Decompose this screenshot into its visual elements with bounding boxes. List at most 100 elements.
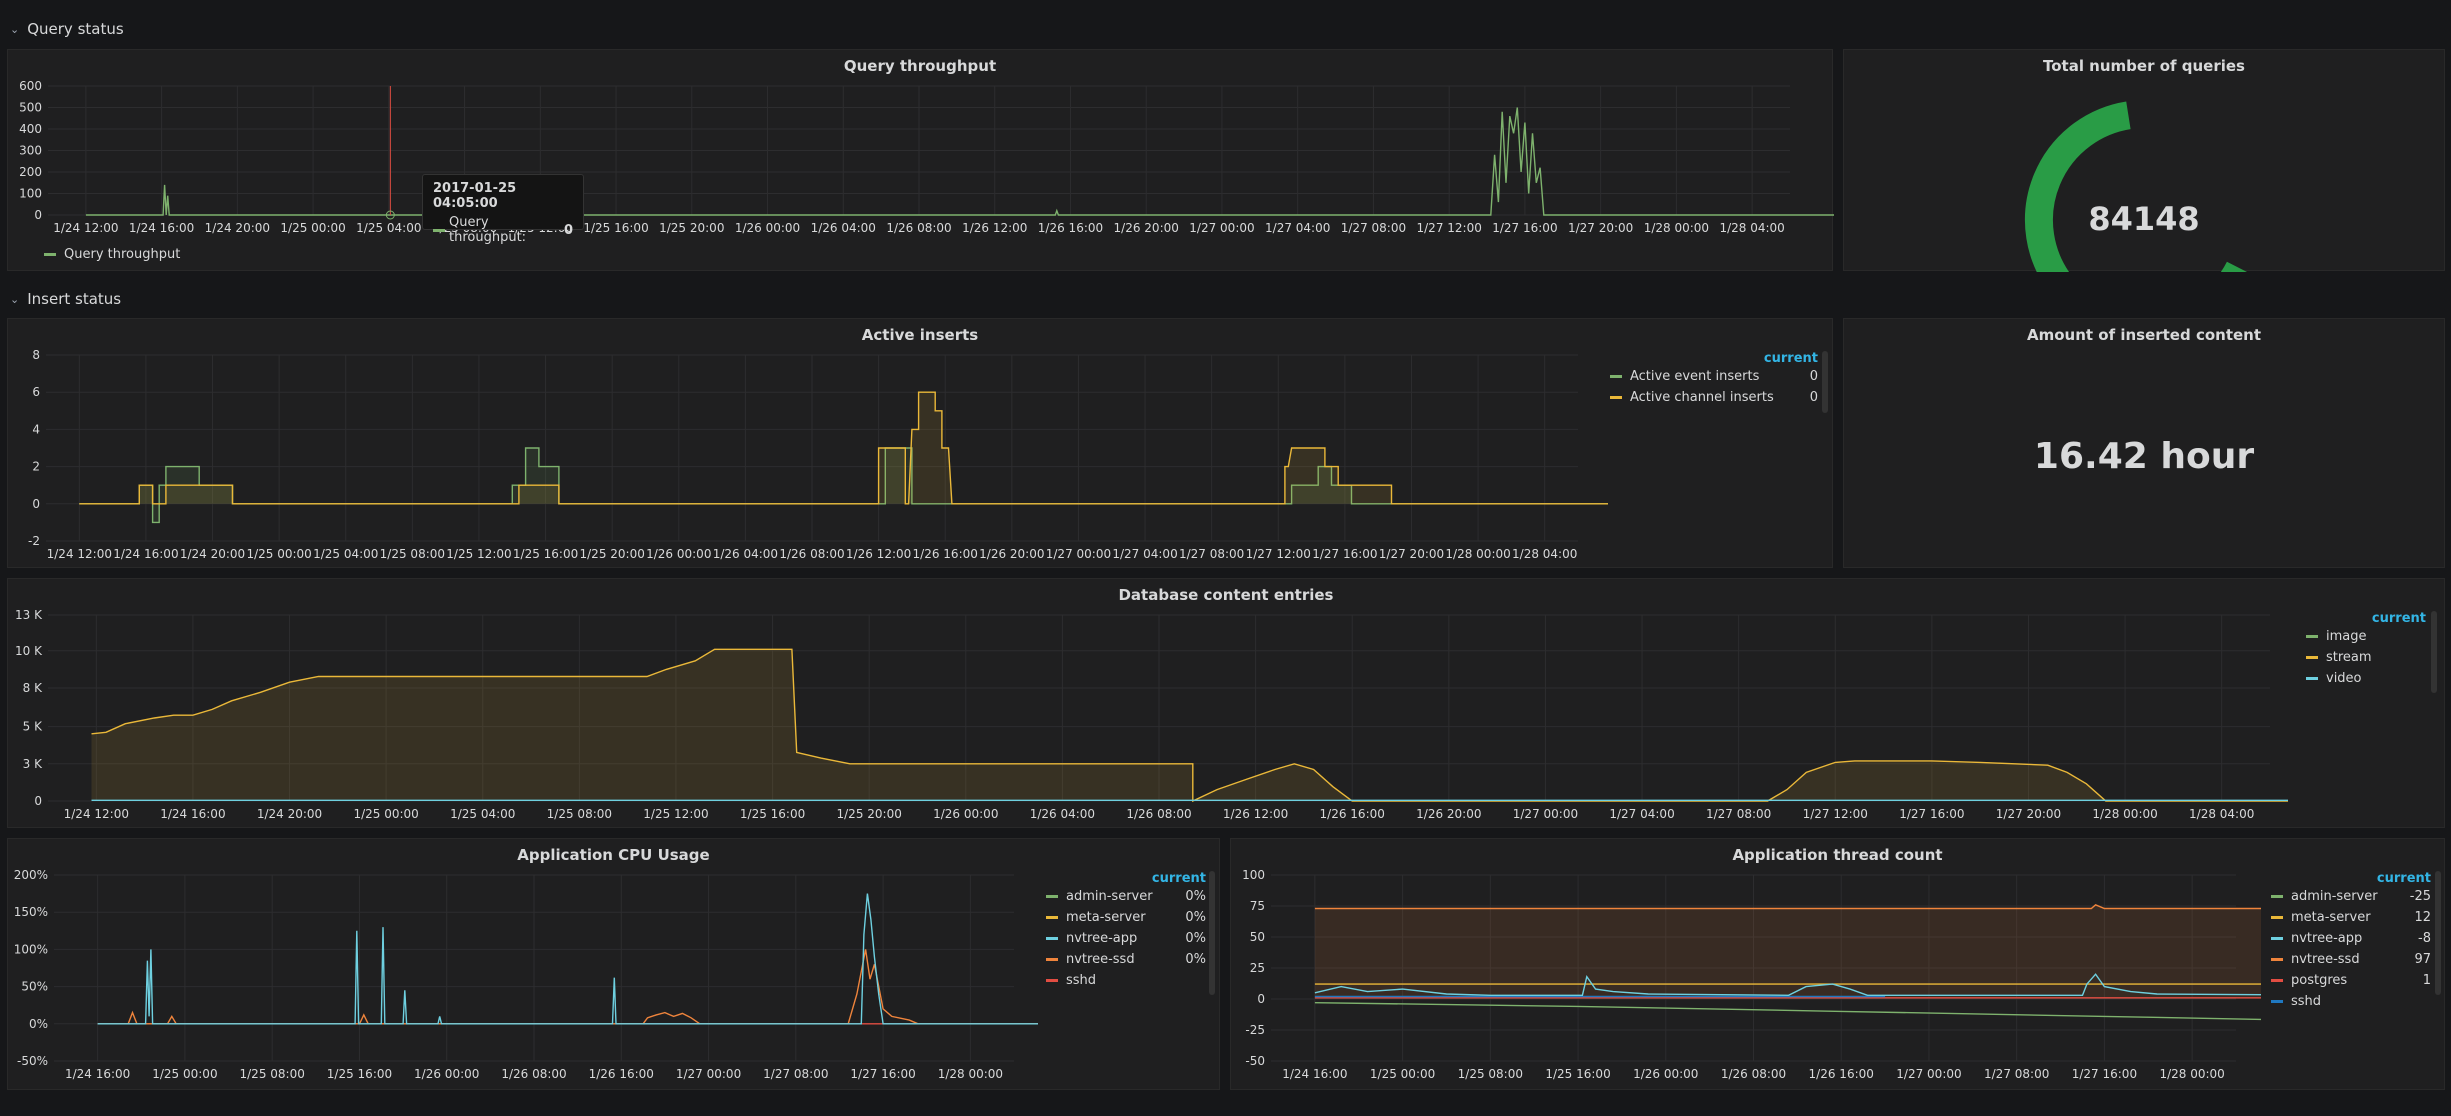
legend-label: stream <box>2326 650 2372 665</box>
panel-database-entries[interactable]: Database content entries 13 K 10 K 8 K 5 K 3… <box>7 578 2445 828</box>
x-tick-label: 1/24 20:00 <box>257 807 322 821</box>
y-tick-label: 75 <box>1250 899 1265 913</box>
legend-label: nvtree-ssd <box>2291 952 2360 967</box>
legend-item-nvtree-ssd[interactable]: nvtree-ssd 0% <box>1046 949 1206 970</box>
legend: current admin-server -25 meta-server 12 nvtr… <box>2271 871 2431 1012</box>
x-tick-label: 1/26 16:00 <box>1320 807 1385 821</box>
legend-header-current[interactable]: current <box>1763 351 1818 366</box>
x-tick-label: 1/27 08:00 <box>1179 547 1244 561</box>
series-line-query-throughput <box>85 107 1834 216</box>
x-tick-label: 1/26 20:00 <box>1416 807 1481 821</box>
x-tick-label: 1/25 00:00 <box>1370 1067 1435 1081</box>
legend-swatch <box>1046 916 1058 919</box>
thread-count-chart[interactable]: 100 75 50 25 0 -25 -50 1/24 16:00 1/25 00:00 1/25… <box>1231 839 2261 1091</box>
legend-label: admin-server <box>1066 889 1153 904</box>
x-tick-label: 1/25 00:00 <box>246 547 311 561</box>
y-tick-label: 0 <box>32 497 40 511</box>
panel-title: Application thread count <box>1732 846 1943 864</box>
x-tick-label: 1/26 08:00 <box>779 547 844 561</box>
legend-scrollbar[interactable] <box>2431 611 2437 693</box>
legend-swatch <box>2271 1000 2283 1003</box>
row-insert-status[interactable]: ⌄ Insert status <box>10 290 121 308</box>
legend-item-admin-server[interactable]: admin-server 0% <box>1046 886 1206 907</box>
y-tick-label: 50% <box>21 980 48 994</box>
chevron-down-icon: ⌄ <box>10 292 20 306</box>
legend-value: 12 <box>2414 910 2431 925</box>
legend-item-meta-server[interactable]: meta-server 12 <box>2271 907 2431 928</box>
legend-item-active-event-inserts[interactable]: Active event inserts 0 <box>1610 366 1818 387</box>
legend-value: 97 <box>2414 952 2431 967</box>
legend-item-sshd[interactable]: sshd <box>1046 970 1206 991</box>
legend-item-nvtree-app[interactable]: nvtree-app -8 <box>2271 928 2431 949</box>
panel-total-queries[interactable]: Total number of queries 84148 <box>1843 49 2445 272</box>
x-tick-label: 1/24 16:00 <box>129 221 194 235</box>
x-tick-label: 1/25 20:00 <box>580 547 645 561</box>
legend-swatch <box>1610 375 1622 378</box>
legend-scrollbar[interactable] <box>2435 871 2441 995</box>
row-query-status[interactable]: ⌄ Query status <box>10 20 124 38</box>
legend-scrollbar[interactable] <box>1822 351 1828 413</box>
x-tick-label: 1/28 00:00 <box>2159 1067 2224 1081</box>
panel-inserted-content[interactable]: Amount of inserted content 16.42 hour <box>1843 318 2445 568</box>
legend-item-query-throughput[interactable]: Query throughput <box>44 244 180 265</box>
legend-item-video[interactable]: video <box>2306 668 2426 689</box>
x-tick-label: 1/25 00:00 <box>280 221 345 235</box>
legend-swatch <box>2306 635 2318 638</box>
x-tick-label: 1/26 00:00 <box>646 547 711 561</box>
x-tick-label: 1/27 00:00 <box>1189 221 1254 235</box>
x-tick-label: 1/26 08:00 <box>1721 1067 1786 1081</box>
y-tick-label: 10 K <box>15 644 43 658</box>
legend-item-sshd[interactable]: sshd <box>2271 991 2431 1012</box>
series-fill-active-channel-inserts <box>79 392 1608 504</box>
legend-item-nvtree-ssd[interactable]: nvtree-ssd 97 <box>2271 949 2431 970</box>
x-tick-label: 1/26 12:00 <box>846 547 911 561</box>
gauge <box>2024 101 2248 272</box>
database-entries-chart[interactable]: 13 K 10 K 8 K 5 K 3 K 0 1/24 12:00 1/24 16:00 1/… <box>8 579 2288 829</box>
legend-label: meta-server <box>1066 910 1146 925</box>
x-tick-label: 1/25 20:00 <box>659 221 724 235</box>
chevron-down-icon: ⌄ <box>10 22 20 36</box>
y-tick-label: 13 K <box>15 608 43 622</box>
x-tick-label: 1/25 16:00 <box>583 221 648 235</box>
tooltip-label: Query throughput: <box>449 215 527 245</box>
legend-header-current[interactable]: current <box>2371 611 2426 626</box>
legend-header-current[interactable]: current <box>1151 871 1206 886</box>
y-tick-label: 600 <box>19 79 42 93</box>
tooltip-time: 2017-01-25 04:05:00 <box>433 181 517 211</box>
legend: Query throughput <box>44 244 180 265</box>
legend-item-active-channel-inserts[interactable]: Active channel inserts 0 <box>1610 387 1818 408</box>
x-tick-label: 1/28 00:00 <box>938 1067 1003 1081</box>
x-tick-label: 1/25 08:00 <box>547 807 612 821</box>
legend: current admin-server 0% meta-server 0% nvtre… <box>1046 871 1206 991</box>
legend-item-meta-server[interactable]: meta-server 0% <box>1046 907 1206 928</box>
series-line-nvtree-ssd <box>97 949 1038 1025</box>
x-tick-label: 1/27 08:00 <box>763 1067 828 1081</box>
x-tick-label: 1/26 12:00 <box>1223 807 1288 821</box>
legend-label: image <box>2326 629 2367 644</box>
legend-scrollbar[interactable] <box>1209 871 1215 995</box>
legend-item-stream[interactable]: stream <box>2306 647 2426 668</box>
query-throughput-chart[interactable]: 600 500 400 300 200 100 0 1/24 12:00 1/24 16:00 1… <box>8 50 1834 272</box>
legend-label: sshd <box>1066 973 1097 988</box>
x-tick-label: 1/24 20:00 <box>205 221 270 235</box>
legend-item-nvtree-app[interactable]: nvtree-app 0% <box>1046 928 1206 949</box>
x-tick-label: 1/26 04:00 <box>811 221 876 235</box>
x-tick-label: 1/26 08:00 <box>501 1067 566 1081</box>
legend-item-image[interactable]: image <box>2306 626 2426 647</box>
panel-query-throughput[interactable]: Query throughput 600 500 400 300 200 100 0 1/24… <box>7 49 1834 272</box>
hover-point <box>385 210 395 220</box>
legend-item-admin-server[interactable]: admin-server -25 <box>2271 886 2431 907</box>
y-tick-label: 100 <box>1242 868 1265 882</box>
x-tick-label: 1/27 00:00 <box>1513 807 1578 821</box>
legend-item-postgres[interactable]: postgres 1 <box>2271 970 2431 991</box>
legend-header-current[interactable]: current <box>2376 871 2431 886</box>
y-tick-label: 200% <box>14 868 48 882</box>
cpu-usage-chart[interactable]: 200% 150% 100% 50% 0% -50% 1/24 16:00 1/25 00:0… <box>8 839 1038 1091</box>
series-fill-nvtree-ssd <box>1314 904 2261 999</box>
panel-active-inserts[interactable]: Active inserts 8 6 4 2 0 -2 1/24 12:00 1/24 16:… <box>7 318 1833 568</box>
panel-cpu-usage[interactable]: Application CPU Usage 200% 150% 100% 50% 0% -… <box>7 838 1220 1090</box>
x-tick-label: 1/28 04:00 <box>1512 547 1577 561</box>
panel-thread-count[interactable]: Application thread count 100 75 50 25 0 -25 -5… <box>1230 838 2445 1090</box>
x-tick-label: 1/27 08:00 <box>1984 1067 2049 1081</box>
